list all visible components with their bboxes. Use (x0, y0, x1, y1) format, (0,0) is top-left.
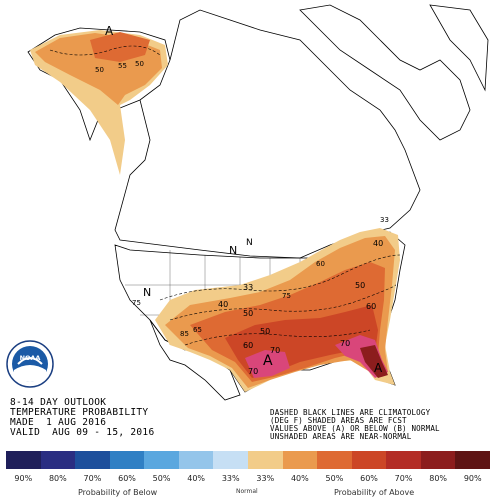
label-c33: 33 (243, 283, 253, 292)
legend-value-label: 90% (14, 474, 33, 483)
legend-below-label: Probability of Below (78, 488, 158, 497)
legend-swatch (420, 451, 456, 469)
legend-swatch (75, 451, 111, 469)
label-c50b: 50 (260, 327, 270, 336)
legend-value-label: 33% (221, 474, 240, 483)
legend-value-label: 40% (187, 474, 206, 483)
legend-normal-label: Normal (236, 488, 258, 495)
made-line: MADE 1 AUG 2016 (10, 417, 107, 428)
note-line-2: (DEG F) SHADED AREAS ARE FCST (270, 416, 407, 425)
legend-value-label: 50% (325, 474, 344, 483)
label-alaska-c50b: 50 (135, 60, 144, 68)
note-line-4: UNSHADED AREAS ARE NEAR-NORMAL (270, 432, 412, 441)
label-c40b: 40 (373, 239, 383, 248)
label-alaska-c55: 55 (118, 62, 127, 70)
legend-value-label: 40% (290, 474, 309, 483)
label-c85: 85 (180, 330, 189, 338)
climatology-contours (49, 45, 401, 346)
legend-value-label: 60% (118, 474, 136, 483)
note-line-3: VALUES ABOVE (A) OR BELOW (B) NORMAL (270, 424, 440, 433)
label-central-n: N (246, 238, 253, 248)
label-c40: 40 (218, 300, 228, 309)
contour-line (49, 45, 161, 56)
legend-swatch (282, 451, 318, 469)
greenland-edge (429, 4, 489, 92)
label-c60: 60 (243, 341, 253, 350)
label-a-se: A (374, 361, 383, 375)
label-west-n: N (143, 286, 151, 299)
legend-swatch (455, 451, 490, 469)
label-c75-west: 75 (132, 299, 141, 307)
legend-value-label: 60% (360, 474, 378, 483)
legend-above-label: Probability of Above (334, 488, 415, 497)
label-east-33: 33 (380, 216, 389, 224)
title-line-1: 8-14 DAY OUTLOOK (10, 397, 107, 408)
label-c70: 70 (270, 346, 280, 355)
arctic-islands (299, 4, 471, 141)
legend-value-label: 50% (152, 474, 171, 483)
label-c70b: 70 (248, 367, 258, 376)
note-line-1: DASHED BLACK LINES ARE CLIMATOLOGY (270, 408, 431, 417)
label-lake-c: 60 (316, 260, 325, 268)
legend-swatch (213, 451, 249, 469)
legend-value-label: 70% (83, 474, 102, 483)
legend-swatch (248, 451, 284, 469)
label-c75-central: 75 (282, 292, 291, 300)
legend-swatch (178, 451, 214, 469)
legend-color-bar (6, 451, 490, 469)
label-plains-n: N (229, 244, 237, 257)
legend-swatch (144, 451, 180, 469)
legend-swatch (351, 451, 387, 469)
contour-line (184, 329, 371, 346)
legend-value-label: 80% (429, 474, 448, 483)
canada-outline (114, 9, 421, 259)
shading (30, 30, 400, 392)
label-a-texas: A (263, 353, 273, 369)
label-c50c: 50 (355, 281, 365, 290)
contour-line (159, 254, 401, 301)
legend-swatch (317, 451, 353, 469)
legend-swatch (6, 451, 42, 469)
legend-swatch (40, 451, 76, 469)
legend-swatch (386, 451, 422, 469)
label-c65: 65 (193, 326, 202, 334)
noaa-logo: NOAA (6, 340, 54, 388)
east-shade-70 (245, 350, 290, 378)
label-c50: 50 (243, 309, 253, 318)
legend-swatch (109, 451, 145, 469)
se-shade-80 (360, 345, 388, 378)
alaska-outline (27, 27, 171, 142)
label-alaska-a: A (105, 24, 114, 38)
product-caption: 8-14 DAY OUTLOOK TEMPERATURE PROBABILITY… (10, 398, 154, 438)
label-c70c: 70 (340, 339, 350, 348)
map-labels: A 50 55 50 N N N 60 75 85 75 40 33 50 50… (95, 24, 389, 376)
legend-labels: 90% 80% 70% 60% 50% 40% 33% 33% 40% 50% 60% 70% 80% 9… (6, 474, 490, 486)
legend-value-label: 33% (256, 474, 275, 483)
logo-text: NOAA (20, 354, 41, 362)
valid-line: VALID AUG 09 - 15, 2016 (10, 427, 155, 438)
legend-value-label: 80% (48, 474, 67, 483)
legend-value-label: 70% (394, 474, 413, 483)
label-c60b: 60 (366, 302, 376, 311)
map-notes: DASHED BLACK LINES ARE CLIMATOLOGY (DEG … (270, 409, 440, 441)
label-alaska-c50: 50 (95, 66, 104, 74)
title-line-2: TEMPERATURE PROBABILITY (10, 407, 149, 418)
legend-value-label: 90% (463, 474, 482, 483)
